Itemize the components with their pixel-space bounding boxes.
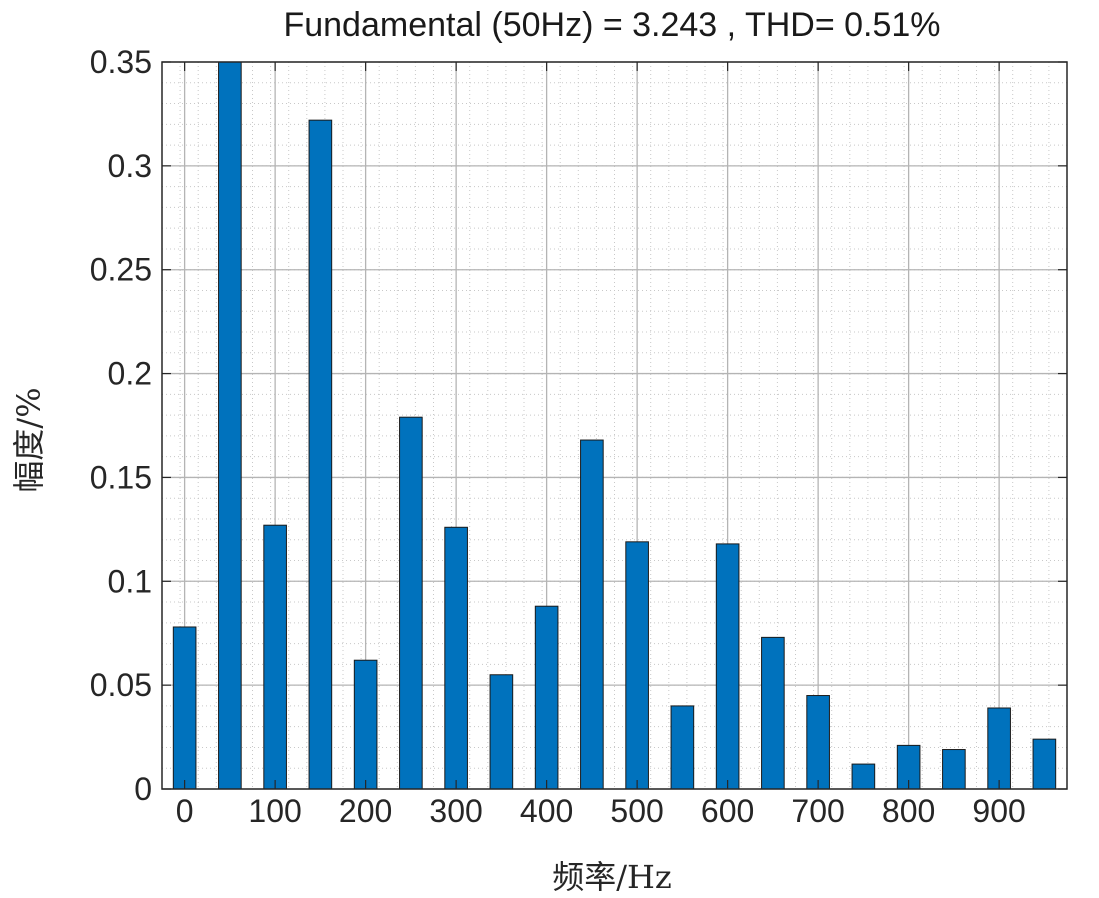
chart-title: Fundamental (50Hz) = 3.243 , THD= 0.51%	[283, 6, 940, 44]
bar-750hz	[851, 763, 876, 790]
x-tick-label: 100	[248, 793, 301, 829]
y-axis-label: 幅度/%	[10, 387, 48, 492]
x-tick-label: 700	[791, 793, 844, 829]
x-tick-label: 600	[701, 793, 754, 829]
bar-0hz	[172, 626, 197, 790]
axes-frame	[161, 61, 1068, 790]
x-tick-label: 800	[882, 793, 935, 829]
bar-150hz	[308, 119, 333, 790]
bar-250hz	[399, 416, 423, 790]
y-tick-label: 0.3	[108, 148, 152, 184]
y-tick-label: 0.15	[90, 459, 152, 495]
bar-350hz	[489, 674, 514, 790]
bar-100hz	[263, 524, 287, 790]
y-tick-label: 0.05	[90, 667, 152, 703]
y-axis-ticks: 0 0.05 0.1 0.15 0.2 0.25 0.3 0.35	[90, 44, 1067, 807]
bar-850hz	[942, 749, 966, 790]
x-tick-label: 900	[972, 793, 1025, 829]
x-tick-label: 300	[429, 793, 482, 829]
bar-600hz	[715, 543, 740, 790]
plot-area	[162, 62, 1067, 789]
bar-700hz	[806, 695, 830, 790]
x-tick-label: 400	[520, 793, 573, 829]
x-tick-label: 500	[610, 793, 663, 829]
bar-900hz	[987, 707, 1011, 790]
y-tick-label: 0.25	[90, 252, 152, 288]
y-tick-label: 0.2	[108, 356, 152, 392]
bar-300hz	[444, 526, 468, 790]
y-tick-label: 0.1	[108, 563, 152, 599]
bar-400hz	[534, 605, 559, 790]
bar-50hz	[218, 61, 242, 790]
x-axis-ticks: 0 100 200 300 400 500 600 700 800 900	[176, 62, 1026, 829]
bar-500hz	[625, 541, 649, 790]
bar-450hz	[580, 439, 604, 790]
bar-950hz	[1032, 738, 1057, 790]
y-tick-label: 0	[134, 771, 152, 807]
bars	[172, 61, 1057, 790]
x-tick-label: 0	[176, 793, 194, 829]
x-tick-label: 200	[339, 793, 392, 829]
x-axis-label: 频率/Hz	[552, 858, 672, 896]
y-tick-label: 0.35	[90, 44, 152, 80]
bar-550hz	[670, 705, 695, 790]
bar-200hz	[353, 659, 378, 790]
bar-650hz	[761, 636, 785, 790]
